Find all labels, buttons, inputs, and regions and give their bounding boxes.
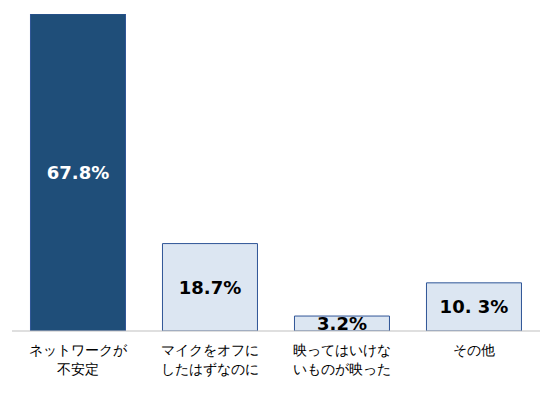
- svg-text:マイクをオフにしたはずなのに: マイクをオフにしたはずなのに: [161, 342, 259, 377]
- svg-text:その他: その他: [453, 342, 495, 358]
- svg-text:3.2%: 3.2%: [317, 313, 367, 334]
- svg-text:映ってはいけないものが映った: 映ってはいけないものが映った: [293, 342, 391, 377]
- svg-text:18.7%: 18.7%: [179, 277, 241, 298]
- svg-text:ネットワークが不安定: ネットワークが不安定: [29, 342, 128, 377]
- svg-text:10. 3%: 10. 3%: [440, 296, 509, 317]
- svg-text:67.8%: 67.8%: [47, 162, 109, 183]
